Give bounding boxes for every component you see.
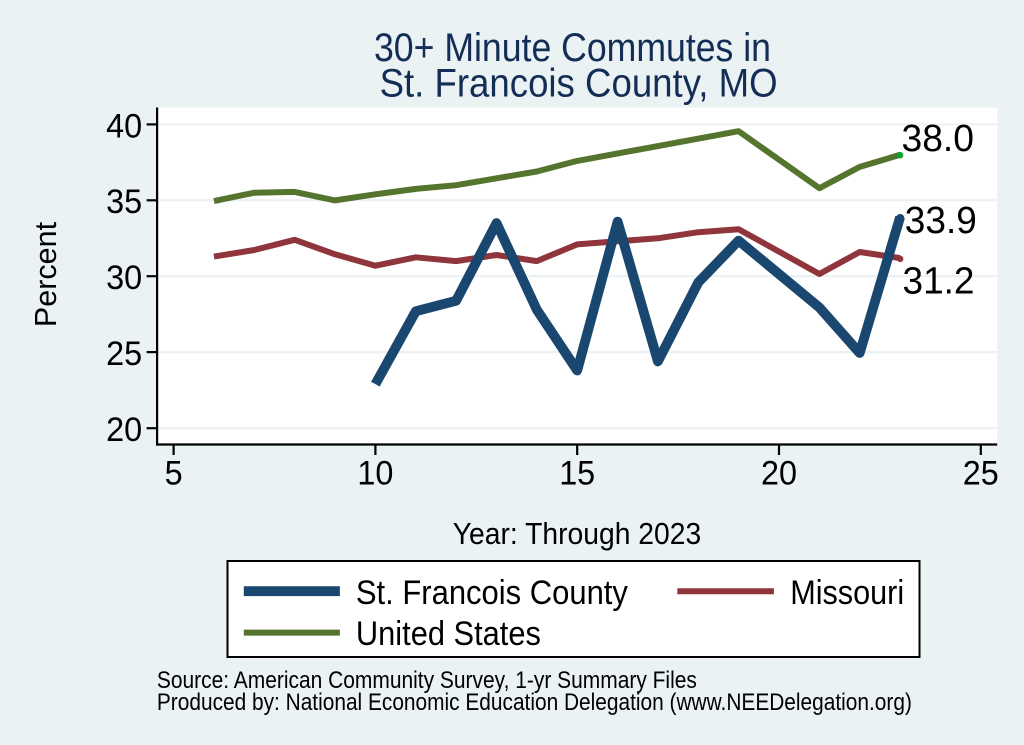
svg-text:38.0: 38.0: [902, 117, 975, 160]
svg-text:33.9: 33.9: [905, 199, 977, 242]
svg-text:10: 10: [357, 455, 393, 493]
svg-text:St. Francois County, MO: St. Francois County, MO: [380, 62, 778, 106]
svg-text:United States: United States: [356, 615, 541, 653]
svg-text:St. Francois County: St. Francois County: [356, 574, 629, 612]
svg-text:30: 30: [106, 259, 142, 297]
svg-text:5: 5: [165, 455, 183, 493]
svg-text:Percent: Percent: [29, 221, 63, 327]
svg-text:20: 20: [761, 455, 797, 493]
svg-text:25: 25: [106, 335, 142, 373]
svg-text:Year: Through 2023: Year: Through 2023: [453, 516, 701, 551]
svg-text:15: 15: [559, 455, 595, 493]
svg-text:Produced by: National Economic: Produced by: National Economic Education…: [157, 690, 912, 716]
svg-text:31.2: 31.2: [903, 260, 975, 303]
svg-text:30+ Minute Commutes in: 30+ Minute Commutes in: [374, 26, 771, 70]
svg-text:Source: American Community Sur: Source: American Community Survey, 1-yr …: [157, 668, 697, 694]
svg-text:Missouri: Missouri: [790, 574, 904, 612]
svg-text:20: 20: [106, 411, 142, 449]
svg-text:35: 35: [106, 183, 142, 221]
svg-text:40: 40: [106, 107, 142, 145]
svg-text:25: 25: [963, 455, 999, 493]
